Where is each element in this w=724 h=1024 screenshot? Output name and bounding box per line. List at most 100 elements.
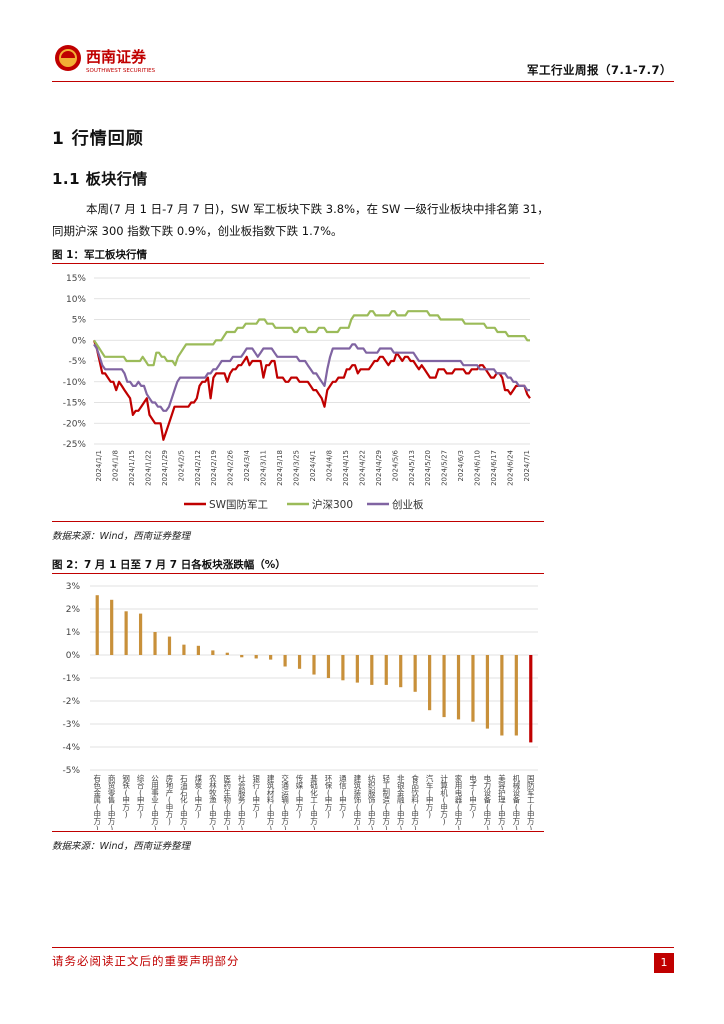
x-tick-label: 2024/2/5 <box>177 450 185 481</box>
bar <box>485 655 490 729</box>
section-title: 1 行情回顾 <box>52 129 144 149</box>
category-label: 传媒(申万) <box>296 773 304 819</box>
x-tick-label: 2024/5/6 <box>391 449 399 481</box>
category-label: 汽车(申万) <box>426 773 434 819</box>
x-tick-label: 2024/6/17 <box>490 450 498 486</box>
series-line <box>93 310 530 367</box>
bar <box>269 655 273 660</box>
x-tick-label: 2024/4/15 <box>342 450 350 486</box>
figure2-bottom-rule <box>52 831 544 832</box>
bar <box>283 655 287 667</box>
x-tick-label: 2024/1/1 <box>95 450 103 481</box>
bar <box>399 655 403 688</box>
bar <box>456 655 461 720</box>
footer-disclaimer: 请务必阅读正文后的重要声明部分 <box>52 954 240 968</box>
category-label: 医药生物(申万) <box>224 774 232 830</box>
x-tick-label: 2024/3/18 <box>276 450 284 486</box>
category-label: 基础化工(申万) <box>310 773 318 830</box>
category-label: 美容护理(申万) <box>498 773 506 830</box>
series-line <box>93 343 530 412</box>
x-tick-label: 2024/1/29 <box>161 450 169 486</box>
category-label: 公用事业(申万) <box>151 774 159 830</box>
x-tick-label: 2024/6/10 <box>474 450 482 486</box>
bar <box>370 655 374 685</box>
category-label: 农林牧渔(申万) <box>209 773 217 830</box>
category-label: 建筑装饰(申万) <box>354 773 362 830</box>
figure1-title: 图 1：军工板块行情 <box>52 249 147 261</box>
x-tick-label: 2024/4/8 <box>325 450 333 481</box>
figure2-title: 图 2：7 月 1 日至 7 月 7 日各板块涨跌幅（%） <box>52 559 286 571</box>
logo-subtitle: SOUTHWEST SECURITIES <box>86 68 156 74</box>
category-label: 家用电器(申万) <box>455 773 463 830</box>
body-paragraph: 本周(7 月 1 日-7 月 7 日)，SW 军工板块下跌 3.8%，在 SW … <box>52 198 692 242</box>
y-tick-label: -5% <box>62 766 80 776</box>
x-tick-label: 2024/2/19 <box>210 450 218 486</box>
legend-label: 创业板 <box>392 498 424 511</box>
category-label: 银行(申万) <box>252 774 260 819</box>
x-tick-label: 2024/6/3 <box>457 450 465 481</box>
legend-label: SW国防军工 <box>209 498 268 511</box>
category-label: 钢铁(申万) <box>122 773 130 819</box>
series-line <box>92 339 531 441</box>
bar-chart: 3% 2% 1% 0% -1% -2% -3% -4% -5% 有色金属(申万) 商贸零售(申万) 钢… <box>62 582 538 830</box>
category-label: 食品饮料(申万) <box>411 773 419 830</box>
x-tick-label: 2024/6/24 <box>507 449 515 485</box>
category-label: 交通运输(申万) <box>281 773 289 830</box>
x-tick-label: 2024/7/1 <box>523 450 531 481</box>
category-label: 非银金融(申万) <box>397 773 405 830</box>
bar <box>442 655 446 718</box>
x-tick-label: 2024/5/27 <box>441 450 449 486</box>
company-logo: 西南证券 SOUTHWEST SECURITIES <box>52 42 192 76</box>
bar <box>196 645 200 655</box>
figure1-bottom-rule <box>52 521 544 522</box>
footer-divider <box>52 947 674 948</box>
x-tick-label: 2024/4/22 <box>358 450 366 486</box>
bar <box>153 632 157 655</box>
bar <box>529 655 533 743</box>
y-tick-label: -2% <box>62 697 80 707</box>
bar <box>326 655 331 678</box>
x-tick-label: 2024/4/29 <box>375 450 383 486</box>
x-tick-label: 2024/4/1 <box>309 450 317 481</box>
bar <box>124 611 128 655</box>
y-tick-label: 10% <box>66 295 86 305</box>
y-tick-label: 3% <box>66 582 81 592</box>
bar <box>211 650 215 655</box>
figure2-source: 数据来源：Wind，西南证券整理 <box>52 841 191 852</box>
x-tick-label: 2024/3/4 <box>243 449 251 481</box>
category-label: 通信(申万) <box>339 773 347 819</box>
logo-mark: 西南证券 SOUTHWEST SECURITIES <box>55 45 156 74</box>
report-title: 军工行业周报（7.1-7.7） <box>526 63 672 77</box>
y-tick-label: -5% <box>68 357 86 367</box>
page-number: 1 <box>654 953 674 973</box>
bar <box>182 644 186 655</box>
bar <box>413 655 417 692</box>
category-label: 商贸零售(申万) <box>108 773 116 830</box>
bar <box>428 655 432 711</box>
x-tick-label: 2024/1/15 <box>128 450 136 486</box>
figure1-source: 数据来源：Wind，西南证券整理 <box>52 531 191 542</box>
y-tick-label: -25% <box>63 440 87 450</box>
y-tick-label: -15% <box>63 399 87 409</box>
category-label: 环保(申万) <box>325 774 333 819</box>
bar <box>384 655 388 685</box>
category-label: 煤炭(申万) <box>195 773 203 819</box>
x-tick-label: 2024/3/11 <box>260 450 268 486</box>
bar <box>500 655 504 736</box>
legend-label: 沪深300 <box>312 498 353 511</box>
y-tick-label: 2% <box>66 605 81 615</box>
bar <box>95 595 99 655</box>
x-tick-label: 2024/2/26 <box>227 449 235 485</box>
category-label: 电力设备(申万) <box>484 773 492 830</box>
category-label: 国防军工(申万) <box>527 774 535 830</box>
paragraph-line-2: 同期沪深 300 指数下跌 0.9%，创业板指数下跌 1.7%。 <box>52 224 343 238</box>
line-chart: 15% 10% 5% 0% -5% -10% -15% -20% -25% 2024/1/1 202… <box>63 274 531 511</box>
category-label: 计算机(申万) <box>440 773 448 826</box>
y-tick-label: -4% <box>62 743 80 753</box>
paragraph-line-1: 本周(7 月 1 日-7 月 7 日)，SW 军工板块下跌 3.8%，在 SW … <box>86 202 549 216</box>
y-tick-label: -3% <box>62 720 80 730</box>
y-tick-label: 0% <box>72 336 87 346</box>
category-label: 石油石化(申万) <box>180 774 188 830</box>
x-tick-label: 2024/5/20 <box>424 450 432 486</box>
category-label: 纺织服饰(申万) <box>368 773 376 830</box>
